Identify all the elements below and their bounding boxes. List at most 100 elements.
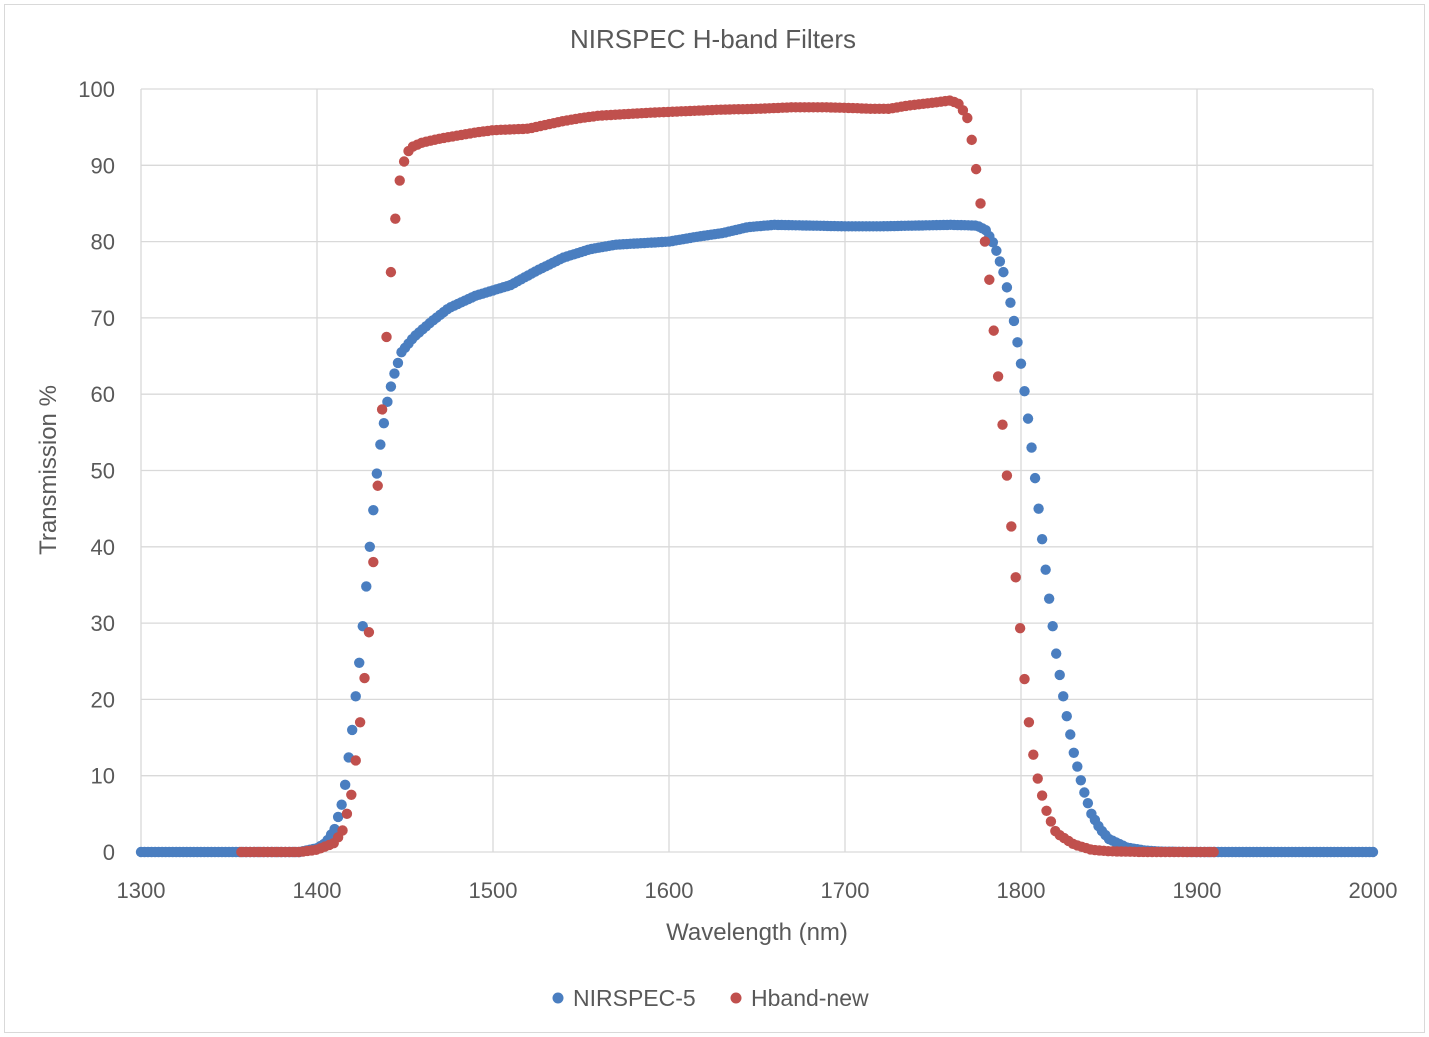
data-point [1005, 297, 1016, 308]
data-point [1043, 593, 1055, 604]
data-point [966, 134, 977, 146]
legend-label-nirspec-5: NIRSPEC-5 [573, 985, 696, 1011]
data-point [1041, 805, 1052, 816]
data-point [346, 789, 357, 800]
series-nirspec-5 [135, 219, 1379, 858]
y-axis-tick-labels: 0 10 20 30 40 50 60 70 80 90 100 [78, 77, 115, 865]
x-tick-label: 1500 [469, 878, 518, 903]
legend: NIRSPEC-5 Hband-new [552, 985, 869, 1011]
data-point [970, 163, 982, 175]
data-point [1028, 749, 1039, 760]
data-point [957, 105, 969, 116]
data-point [375, 439, 386, 450]
data-point [1208, 846, 1219, 858]
data-point [1040, 564, 1051, 575]
data-point [1014, 622, 1026, 634]
x-tick-label: 1400 [293, 878, 342, 903]
data-point [1026, 442, 1037, 453]
data-point [1010, 572, 1021, 583]
data-point [1047, 620, 1058, 632]
data-point [385, 381, 397, 392]
y-tick-label: 20 [91, 687, 115, 712]
data-point [385, 266, 397, 278]
y-tick-label: 50 [91, 459, 115, 484]
data-point [1058, 691, 1069, 702]
series-hband-new [236, 95, 1219, 858]
data-point [347, 724, 358, 736]
data-point [1051, 648, 1062, 659]
data-point [1033, 503, 1044, 514]
data-point [984, 274, 995, 285]
data-point [991, 245, 1002, 256]
data-point [1008, 315, 1020, 327]
data-point [1068, 747, 1080, 759]
data-point [361, 581, 372, 592]
chart-title: NIRSPEC H-band Filters [570, 24, 856, 54]
data-point [988, 325, 999, 336]
data-point [350, 691, 361, 702]
chart-frame [4, 4, 1425, 1033]
data-point [341, 808, 353, 820]
data-point [381, 331, 392, 343]
data-point [394, 175, 405, 186]
data-point [339, 779, 351, 791]
data-point [979, 236, 991, 247]
legend-item-hband-new: Hband-new [730, 985, 869, 1011]
data-point [1367, 846, 1379, 858]
data-point [332, 811, 344, 823]
data-point [389, 368, 400, 379]
data-point [364, 541, 375, 552]
data-point [392, 357, 404, 369]
data-point [1029, 472, 1041, 484]
y-tick-label: 80 [91, 230, 115, 255]
data-point [398, 156, 410, 167]
y-tick-label: 40 [91, 535, 115, 560]
data-point [336, 799, 347, 810]
data-point [1036, 533, 1048, 545]
x-tick-label: 2000 [1349, 878, 1398, 903]
data-point [1022, 413, 1034, 424]
data-point [363, 627, 375, 638]
data-point [998, 266, 1009, 278]
y-tick-label: 60 [91, 382, 115, 407]
data-point [1023, 717, 1035, 728]
x-tick-label: 1700 [821, 878, 870, 903]
data-point [992, 371, 1004, 382]
data-point [1019, 673, 1030, 685]
data-point [994, 256, 1006, 267]
y-tick-label: 90 [91, 153, 115, 178]
data-point [368, 504, 379, 516]
data-point [1045, 816, 1057, 827]
data-point [1006, 521, 1017, 532]
legend-marker-nirspec-5 [552, 992, 564, 1004]
data-point [1032, 773, 1043, 784]
data-point [1054, 669, 1065, 681]
data-point [1082, 797, 1094, 809]
y-tick-label: 100 [78, 77, 115, 102]
data-point [1061, 710, 1072, 722]
data-point [1079, 787, 1090, 798]
y-tick-label: 10 [91, 764, 115, 789]
data-point [376, 404, 388, 415]
data-point [371, 468, 383, 479]
data-point [1015, 358, 1027, 369]
data-point [382, 396, 393, 408]
data-point [372, 480, 383, 491]
y-axis-title: Transmission % [35, 385, 62, 555]
data-point [1065, 729, 1076, 740]
data-point [378, 417, 390, 429]
y-tick-label: 30 [91, 611, 115, 636]
data-point [1072, 761, 1083, 772]
x-axis-tick-labels: 1300 1400 1500 1600 1700 1800 1900 2000 [117, 878, 1398, 903]
legend-label-hband-new: Hband-new [751, 985, 869, 1011]
data-point [354, 657, 365, 668]
data-point [1019, 385, 1030, 397]
data-point [368, 556, 379, 568]
legend-marker-hband-new [730, 992, 742, 1004]
data-point [1001, 282, 1013, 293]
data-point [962, 112, 973, 124]
data-point [1075, 775, 1087, 786]
data-point [1036, 790, 1048, 801]
data-point [337, 825, 348, 836]
